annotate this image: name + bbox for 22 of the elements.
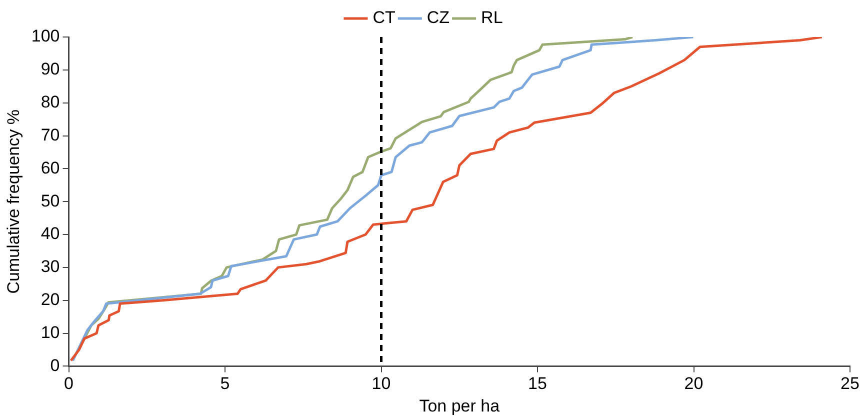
x-tick-label: 25 [840,374,860,394]
y-tick-label: 40 [40,224,60,244]
y-axis-title: Cumulative frequency % [4,109,23,294]
x-tick-label: 0 [64,374,74,394]
y-tick-label: 10 [40,322,60,342]
legend-label: CT [372,8,396,28]
x-axis-title: Ton per ha [419,396,500,416]
y-tick-label: 0 [50,356,60,375]
legend-label: RL [481,8,503,28]
y-tick-label: 70 [40,125,60,144]
y-tick-label: 60 [40,158,60,178]
y-tick-label: 100 [31,26,60,46]
legend-label: CZ [426,8,450,28]
y-tick-label: 20 [40,290,60,310]
y-tick-label: 50 [40,191,60,210]
y-tick-label: 30 [40,257,60,276]
x-tick-label: 20 [684,374,704,394]
x-tick-label: 10 [372,374,391,394]
x-tick-label: 15 [528,374,547,394]
x-tick-label: 5 [220,374,230,394]
y-tick-label: 90 [40,60,60,79]
y-tick-label: 80 [40,92,60,112]
